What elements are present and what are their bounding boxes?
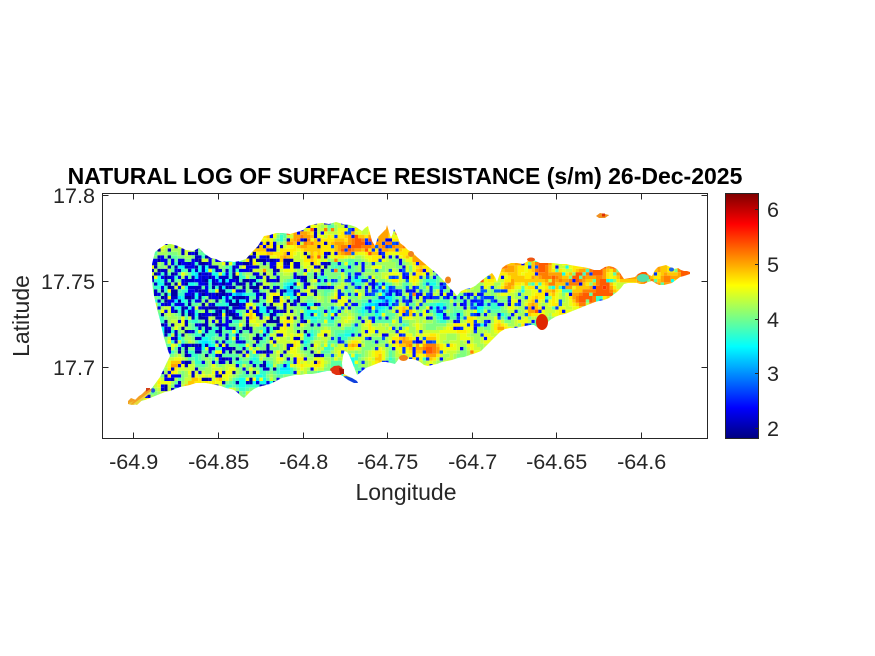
svg-text:NATURAL LOG OF SURFACE RESISTA: NATURAL LOG OF SURFACE RESISTANCE (s/m) … — [68, 163, 743, 189]
svg-text:Longitude: Longitude — [355, 479, 456, 505]
svg-text:-64.9: -64.9 — [109, 449, 158, 474]
svg-text:5: 5 — [767, 252, 779, 277]
svg-text:17.7: 17.7 — [53, 355, 95, 380]
svg-text:6: 6 — [767, 197, 779, 222]
svg-text:3: 3 — [767, 361, 779, 386]
svg-text:17.75: 17.75 — [41, 269, 95, 294]
svg-text:2: 2 — [767, 416, 779, 441]
svg-text:17.8: 17.8 — [53, 183, 95, 208]
svg-text:-64.6: -64.6 — [617, 449, 666, 474]
svg-text:-64.75: -64.75 — [357, 449, 418, 474]
svg-text:-64.8: -64.8 — [279, 449, 328, 474]
svg-text:4: 4 — [767, 307, 779, 332]
svg-text:Latitude: Latitude — [8, 275, 34, 357]
svg-text:-64.7: -64.7 — [448, 449, 497, 474]
svg-text:-64.65: -64.65 — [526, 449, 587, 474]
svg-text:-64.85: -64.85 — [188, 449, 249, 474]
